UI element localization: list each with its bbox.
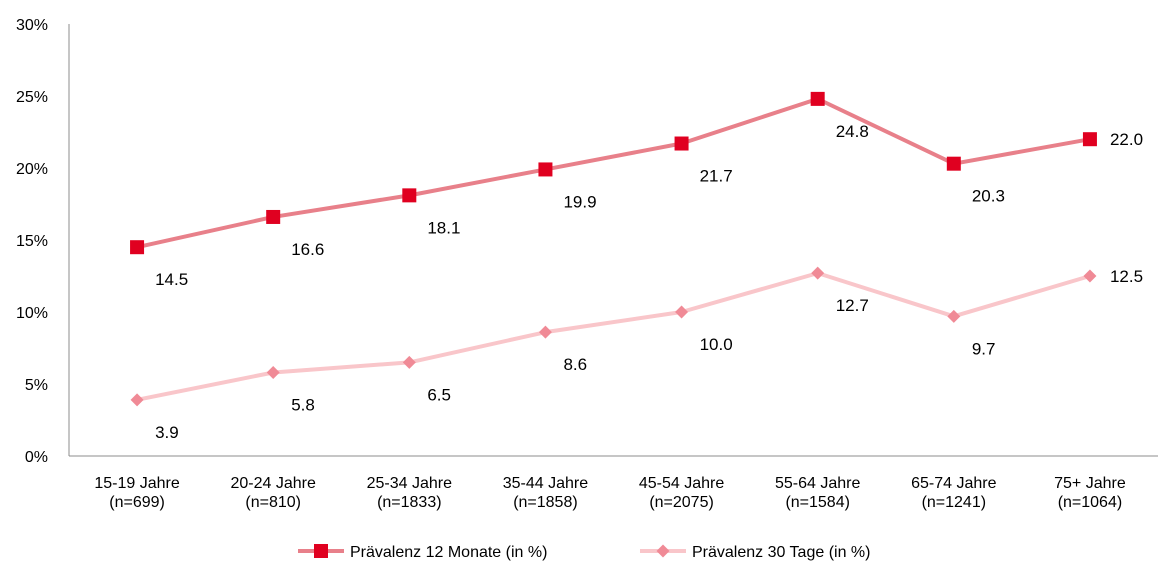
y-tick-label: 10% xyxy=(16,305,48,322)
data-label: 14.5 xyxy=(155,270,188,289)
data-point xyxy=(266,209,281,224)
data-point xyxy=(130,240,145,255)
data-point xyxy=(674,136,689,151)
data-label: 22.0 xyxy=(1110,130,1143,149)
data-label: 5.8 xyxy=(291,395,315,414)
data-label: 9.7 xyxy=(972,339,996,358)
y-tick-label: 5% xyxy=(25,377,48,394)
data-label: 19.9 xyxy=(563,192,596,211)
data-label: 18.1 xyxy=(427,218,460,237)
data-point xyxy=(538,162,553,177)
data-point xyxy=(675,305,689,319)
data-label: 21.7 xyxy=(700,167,733,186)
x-tick-label: 15-19 Jahre (n=699) xyxy=(94,475,179,511)
data-point xyxy=(810,91,825,106)
data-labels: 14.5 16.6 18.1 19.9 21.7 24.8 20.3 22.0 3.9 5.8 6.… xyxy=(155,122,1143,442)
x-tick-label: 35-44 Jahre (n=1858) xyxy=(503,475,588,511)
x-tick-label: 20-24 Jahre (n=810) xyxy=(230,475,315,511)
legend-marker xyxy=(656,544,670,558)
data-point xyxy=(1083,269,1097,283)
data-point xyxy=(130,393,144,407)
x-axis-ticks: 15-19 Jahre (n=699) 20-24 Jahre (n=810) 25-3… xyxy=(94,475,1125,511)
x-tick-label: 45-54 Jahre (n=2075) xyxy=(639,475,724,511)
series-lines xyxy=(135,96,1092,402)
data-label: 8.6 xyxy=(563,355,587,374)
series-markers xyxy=(130,91,1097,407)
y-tick-label: 15% xyxy=(16,233,48,250)
data-point xyxy=(811,266,825,280)
legend-label: Prävalenz 12 Monate (in %) xyxy=(350,544,547,561)
x-tick-label: 75+ Jahre (n=1064) xyxy=(1054,475,1126,511)
y-tick-label: 30% xyxy=(16,17,48,34)
data-label: 12.7 xyxy=(836,296,869,315)
data-label: 24.8 xyxy=(836,122,869,141)
data-point xyxy=(538,325,552,339)
data-label: 10.0 xyxy=(700,335,733,354)
legend-item-1: Prävalenz 12 Monate (in %) xyxy=(298,544,547,561)
legend-item-2: Prävalenz 30 Tage (in %) xyxy=(640,544,870,561)
legend-marker xyxy=(314,544,328,558)
data-label: 3.9 xyxy=(155,423,179,442)
axes xyxy=(68,24,1158,457)
data-label: 12.5 xyxy=(1110,267,1143,286)
data-label: 6.5 xyxy=(427,385,451,404)
data-point xyxy=(947,309,961,323)
data-point xyxy=(266,365,280,379)
y-tick-label: 25% xyxy=(16,89,48,106)
x-tick-label: 55-64 Jahre (n=1584) xyxy=(775,475,860,511)
series-line-1 xyxy=(135,96,1092,250)
legend-label: Prävalenz 30 Tage (in %) xyxy=(692,544,870,561)
legend: Prävalenz 12 Monate (in %) Prävalenz 30 T… xyxy=(298,544,870,561)
x-tick-label: 65-74 Jahre (n=1241) xyxy=(911,475,996,511)
data-label: 20.3 xyxy=(972,187,1005,206)
y-tick-label: 0% xyxy=(25,449,48,466)
data-point xyxy=(946,156,961,171)
series-line-2 xyxy=(135,271,1092,402)
x-tick-label: 25-34 Jahre (n=1833) xyxy=(367,475,452,511)
data-point xyxy=(402,188,417,203)
data-point xyxy=(402,355,416,369)
y-axis-ticks: 0% 5% 10% 15% 20% 25% 30% xyxy=(16,17,48,466)
data-label: 16.6 xyxy=(291,240,324,259)
data-point xyxy=(1082,132,1097,147)
y-tick-label: 20% xyxy=(16,161,48,178)
